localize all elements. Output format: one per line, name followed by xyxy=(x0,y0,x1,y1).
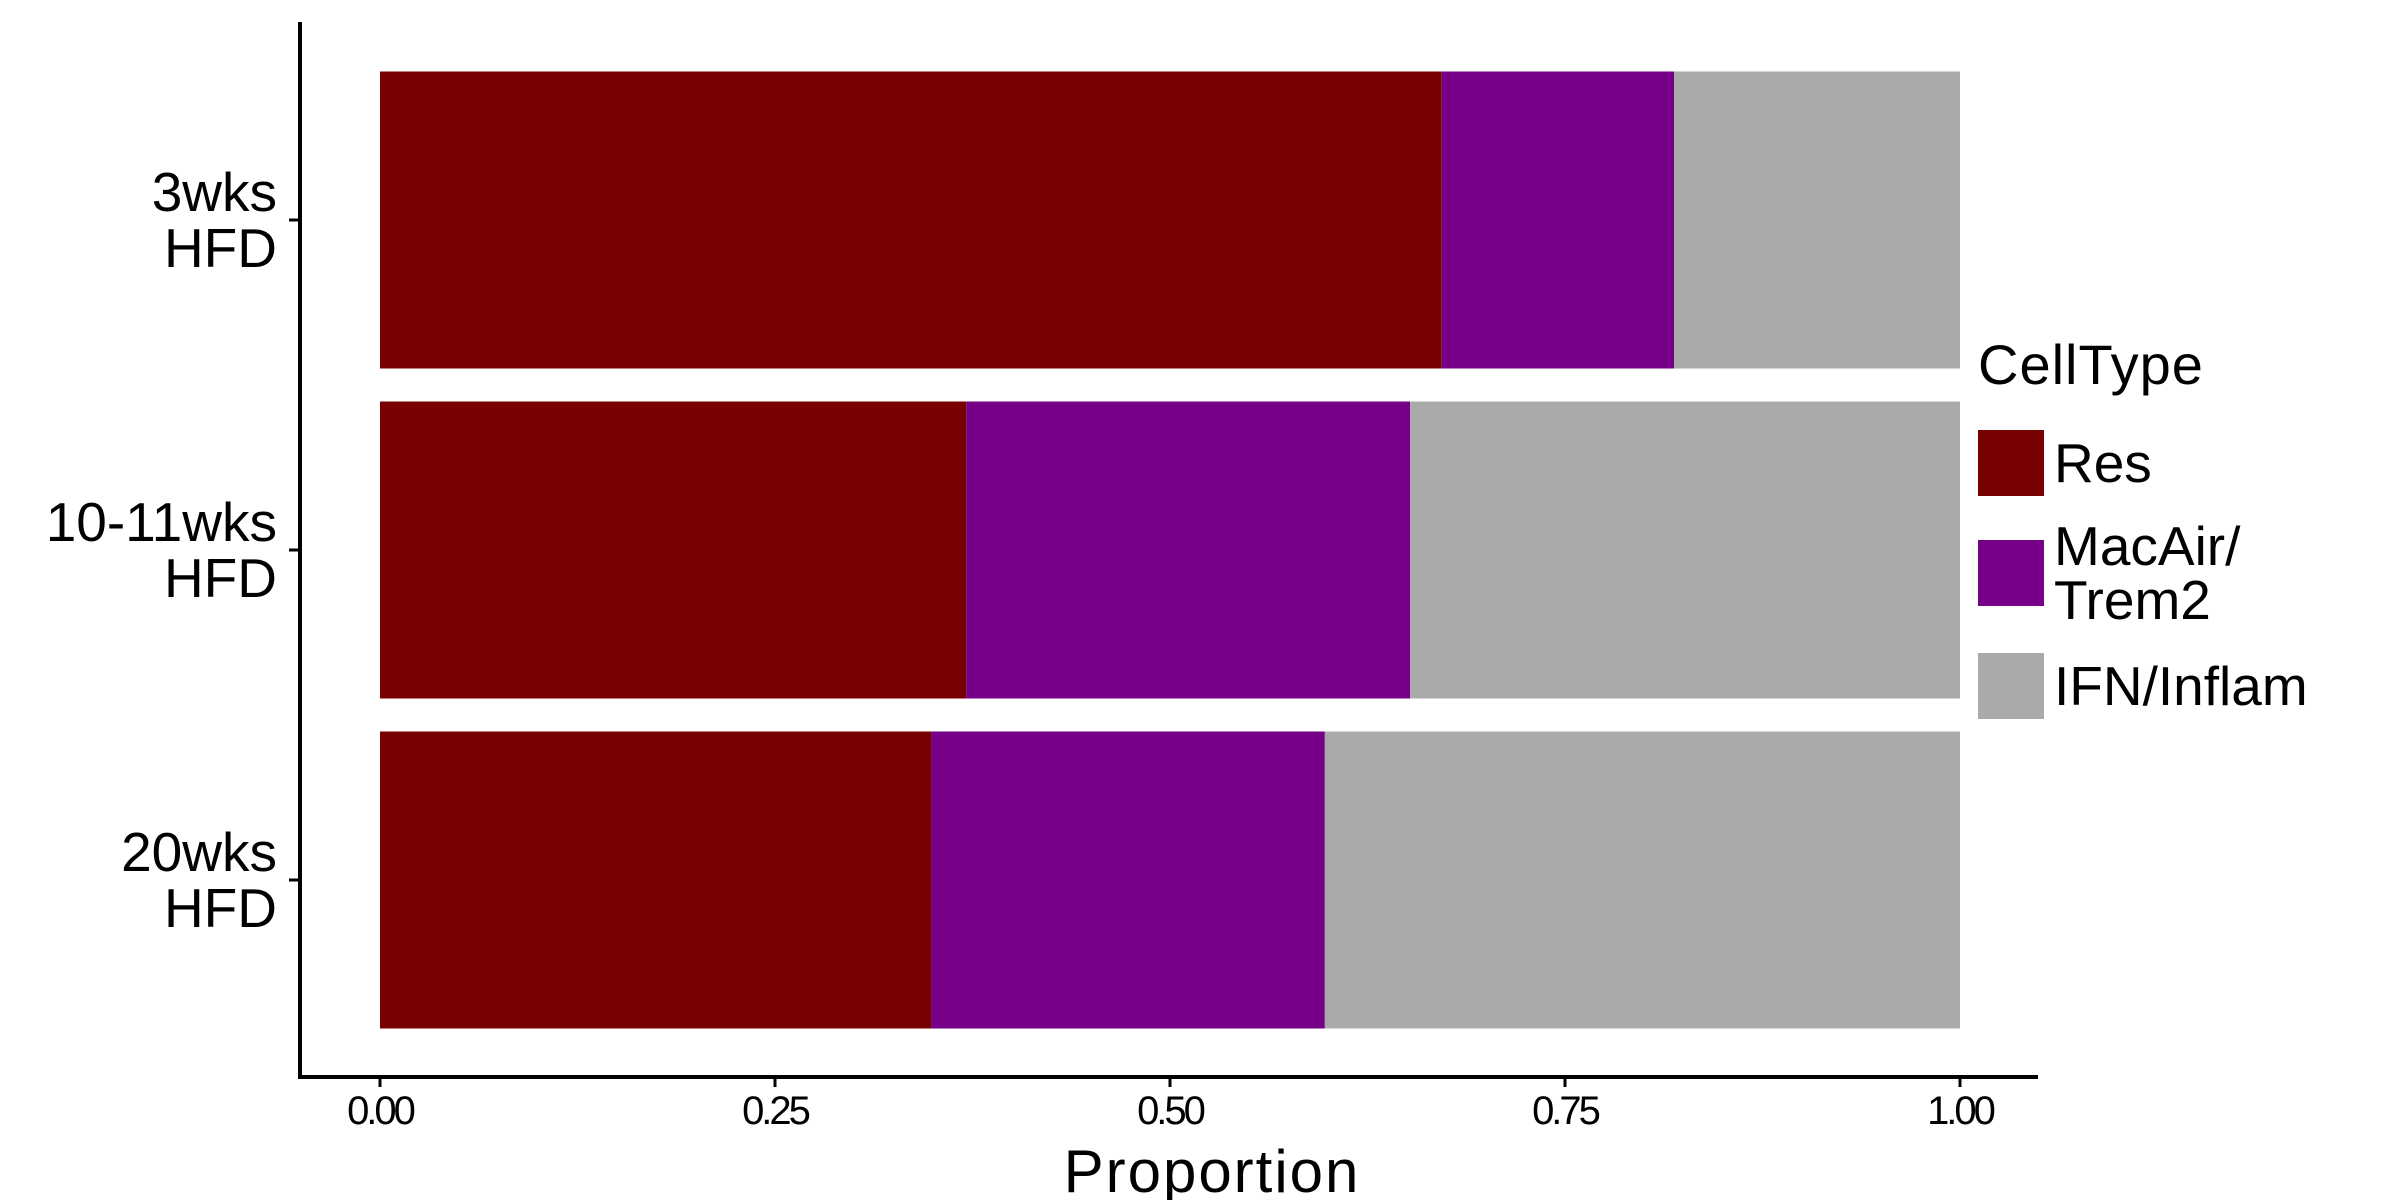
y-tick-label: 10-11wks HFD xyxy=(46,491,277,609)
x-tick-label: 0.50 xyxy=(1137,1089,1205,1133)
x-axis-title: Proportion xyxy=(1064,1138,1361,1200)
legend-key xyxy=(1978,430,2044,496)
x-ticks: 0.00 0.25 0.50 0.75 1.00 xyxy=(347,1077,1998,1133)
bar-segment-1-1 xyxy=(380,71,1442,369)
bar-segment-3-1 xyxy=(380,731,932,1029)
legend-label: Res xyxy=(2054,432,2152,494)
bars xyxy=(380,71,1960,1029)
legend-label: IFN/Inflam xyxy=(2054,655,2308,717)
legend-key xyxy=(1978,540,2044,606)
bar-segment-1-2 xyxy=(1441,71,1675,369)
legend: CellType Res MacAir/Trem2 IFN/Inflam xyxy=(1978,333,2308,719)
legend-label: MacAir/Trem2 xyxy=(2054,515,2241,631)
bar-segment-3-3 xyxy=(1324,731,1960,1029)
x-tick-label: 0.25 xyxy=(742,1089,810,1133)
x-tick-label: 1.00 xyxy=(1927,1089,1995,1133)
y-ticks: 3wks HFD 10-11wks HFD 20wks HFD xyxy=(46,161,300,939)
x-tick-label: 0.75 xyxy=(1532,1089,1600,1133)
bar-segment-2-1 xyxy=(380,401,967,699)
bar-segment-2-3 xyxy=(1410,401,1960,699)
legend-title: CellType xyxy=(1978,333,2204,396)
y-tick-label: 3wks HFD xyxy=(152,161,277,279)
y-tick-label: 20wks HFD xyxy=(121,821,277,939)
legend-key xyxy=(1978,653,2044,719)
x-tick-label: 0.00 xyxy=(347,1089,415,1133)
legend-items: Res MacAir/Trem2 IFN/Inflam xyxy=(1978,430,2308,719)
bar-segment-2-2 xyxy=(966,401,1411,699)
bar-segment-3-2 xyxy=(931,731,1325,1029)
bar-segment-1-3 xyxy=(1674,71,1960,369)
